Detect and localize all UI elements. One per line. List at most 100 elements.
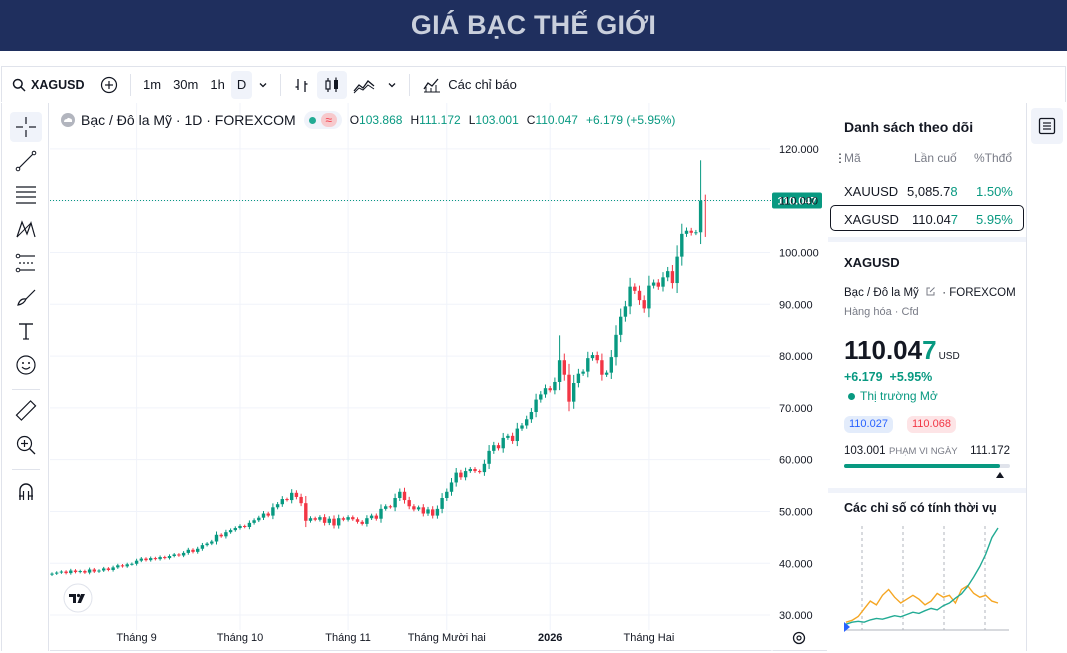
toolbar-divider	[130, 73, 131, 96]
candle-body	[304, 503, 308, 521]
candle-body	[684, 230, 689, 234]
text-icon	[19, 323, 33, 340]
y-tick-label: 80.000	[779, 351, 813, 363]
compare-symbol-button[interactable]	[94, 71, 124, 99]
measure-tool[interactable]	[10, 396, 42, 426]
candle-body	[102, 568, 106, 571]
day-range-track	[844, 464, 1010, 468]
watchlist-toggle-button[interactable]	[1031, 108, 1063, 144]
watchlist-row-xauusd[interactable]: XAUUSD 5,085.78 1.50%	[830, 178, 1024, 204]
interval-dropdown-button[interactable]	[252, 71, 274, 99]
drag-handle-icon[interactable]: ⋮	[834, 151, 846, 165]
candlestick-chart[interactable]: 110.047 30.000 40.000 50.000 60.000 70.000 80.…	[50, 103, 827, 651]
candle-body	[144, 558, 148, 561]
candle-style-button[interactable]	[317, 70, 348, 99]
candle-body	[510, 435, 515, 442]
row-change: 1.50%	[976, 184, 1013, 199]
crosshair-tool[interactable]	[10, 112, 42, 142]
dot-separator: ·	[894, 306, 899, 318]
interval-1h-button[interactable]: 1h	[210, 77, 225, 92]
axis-settings-icon	[792, 631, 806, 645]
candle-body	[426, 509, 430, 514]
chart-title[interactable]: Bạc / Đô la Mỹ · 1D · FOREXCOM	[81, 112, 296, 128]
candle-body	[468, 468, 472, 472]
candle-body	[670, 271, 675, 284]
row-symbol: XAGUSD	[844, 212, 899, 227]
interval-30m-button[interactable]: 30m	[173, 77, 199, 92]
market-status-pill[interactable]: ≈	[303, 111, 342, 129]
candle-body	[308, 518, 313, 521]
toolbar-divider	[409, 73, 411, 96]
candle-body	[529, 412, 534, 420]
candle-body	[186, 549, 190, 553]
bar-style-button[interactable]	[287, 71, 317, 99]
candle-body	[318, 517, 322, 520]
emoji-tool[interactable]	[10, 350, 42, 380]
candle-body	[134, 560, 139, 564]
banner-title: GIÁ BẠC THẾ GIỚI	[410, 10, 657, 40]
trend-line-icon	[15, 150, 37, 172]
legend-open-label: O	[349, 113, 360, 127]
candle-body	[694, 232, 698, 234]
indicators-button[interactable]: Các chỉ báo	[416, 71, 523, 99]
candle-body	[83, 571, 87, 573]
compare-style-button[interactable]	[347, 71, 381, 99]
candle-body	[604, 372, 609, 375]
details-price: 110.047 USD	[844, 335, 960, 366]
candle-body	[440, 497, 444, 509]
x-tick-label: Tháng Hai	[624, 632, 675, 644]
cloud-icon	[61, 113, 75, 127]
magnet-tool[interactable]	[10, 477, 42, 507]
candle-body	[586, 358, 590, 372]
interval-1m-button[interactable]: 1m	[143, 77, 162, 92]
drawing-toolbar-divider	[12, 469, 40, 470]
legend-change: +6.179 (+5.95%)	[585, 113, 676, 127]
y-tick-label: 100.000	[779, 247, 819, 259]
candle-body	[299, 496, 303, 504]
candle-body	[402, 491, 407, 501]
details-category: Hàng hóa	[844, 306, 892, 318]
row-last-tail: 8	[950, 184, 958, 199]
candle-body	[506, 435, 510, 438]
legend-high-label: H	[410, 113, 420, 127]
fib-tool[interactable]	[10, 180, 42, 210]
brush-tool[interactable]	[10, 282, 42, 312]
candle-body	[576, 373, 581, 384]
col-symbol[interactable]: Mã	[844, 151, 861, 165]
candle-body	[228, 530, 233, 533]
prediction-tool[interactable]	[10, 248, 42, 278]
candle-body	[642, 300, 646, 309]
text-tool[interactable]	[10, 316, 42, 346]
candle-body	[421, 507, 425, 514]
area-compare-icon	[353, 79, 375, 93]
candle-body	[78, 571, 82, 573]
legend-low-value: 103.001	[475, 113, 519, 127]
trend-line-tool[interactable]	[10, 146, 42, 176]
details-description: Bạc / Đô la Mỹ · FOREXCOM	[844, 286, 1016, 299]
crosshair-icon	[16, 117, 36, 137]
col-change[interactable]: %Thđổ	[974, 151, 1013, 165]
external-link-icon[interactable]	[925, 286, 936, 297]
symbol-search[interactable]: XAGUSD	[2, 78, 94, 92]
candle-body	[492, 445, 496, 451]
pattern-tool[interactable]	[10, 214, 42, 244]
price-chart[interactable]: 110.047 30.000 40.000 50.000 60.000 70.000 80.…	[50, 103, 827, 651]
logo-shape	[69, 594, 76, 603]
logo-dot	[76, 593, 81, 598]
y-tick-label: 30.000	[779, 610, 813, 622]
row-last: 5,085.78	[907, 184, 958, 199]
chart-style-dropdown[interactable]	[381, 71, 403, 99]
x-tick-label: Tháng Mười hai	[408, 632, 486, 644]
candle-body	[285, 499, 289, 501]
seasonals-chart[interactable]	[828, 518, 1026, 648]
market-open-dot	[848, 392, 855, 400]
zoom-in-tool[interactable]	[10, 430, 42, 460]
col-last[interactable]: Lần cuố	[914, 151, 957, 165]
market-open-dot	[308, 116, 316, 124]
watchlist-row-xagusd[interactable]: XAGUSD 110.047 5.95%	[830, 205, 1024, 231]
candle-body	[69, 570, 73, 574]
candle-body	[567, 374, 571, 402]
interval-d-button[interactable]: D	[230, 70, 253, 99]
row-last-main: 5,085.7	[907, 184, 951, 199]
candle-body	[656, 282, 660, 287]
